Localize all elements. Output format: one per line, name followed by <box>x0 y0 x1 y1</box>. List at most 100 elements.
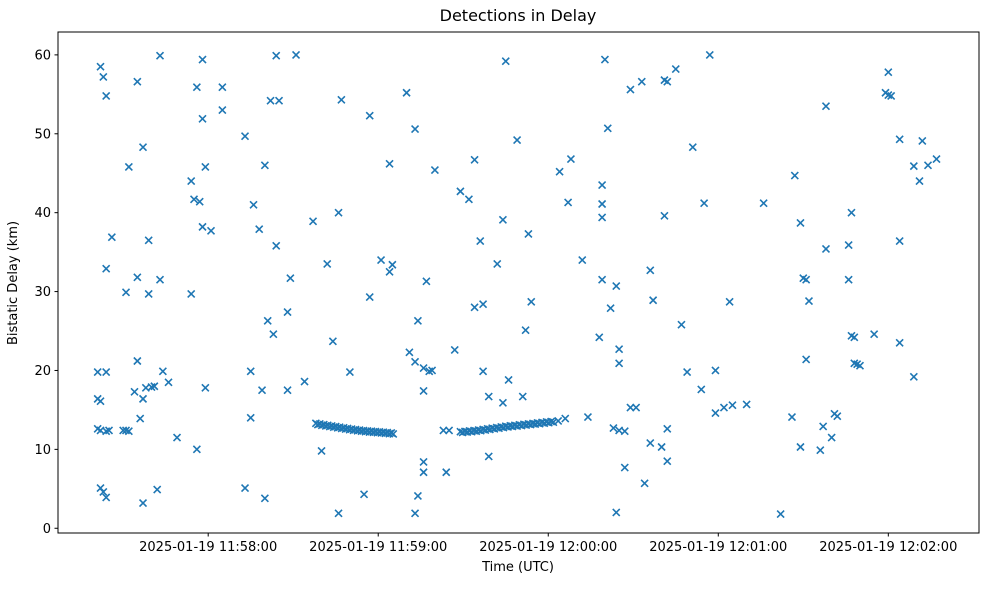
data-point-marker <box>365 293 374 302</box>
data-point-marker <box>620 463 629 472</box>
data-point-marker <box>456 187 465 196</box>
data-point-marker <box>923 161 933 170</box>
data-point-marker <box>153 485 162 494</box>
data-point-marker <box>918 136 927 145</box>
data-point-marker <box>99 72 108 82</box>
data-point-marker <box>595 333 604 342</box>
data-point-marker <box>555 167 564 176</box>
data-point-marker <box>198 114 207 123</box>
data-point-marker <box>612 508 621 517</box>
data-point-marker <box>96 397 105 406</box>
data-point-marker <box>198 222 207 231</box>
data-point-marker <box>283 308 292 317</box>
data-point-marker <box>711 366 720 375</box>
data-point-marker <box>646 266 655 275</box>
data-point-marker <box>578 255 587 265</box>
data-point-marker <box>345 367 354 377</box>
data-point-marker <box>195 197 204 206</box>
data-point-marker <box>598 275 607 284</box>
data-point-marker <box>932 154 941 164</box>
data-point-marker <box>121 288 131 297</box>
y-tick-label: 0 <box>43 522 51 537</box>
data-point-marker <box>609 424 618 433</box>
plot-border <box>57 31 980 534</box>
data-point-marker <box>615 359 624 368</box>
data-point-marker <box>155 51 165 60</box>
data-point-marker <box>405 348 414 357</box>
data-point-marker <box>484 452 493 461</box>
data-point-marker <box>410 357 420 366</box>
data-point-marker <box>833 412 842 421</box>
data-point-marker <box>895 135 904 144</box>
data-point-marker <box>283 386 292 395</box>
data-point-marker <box>442 468 451 477</box>
data-point-marker <box>334 208 343 217</box>
data-point-marker <box>144 236 153 245</box>
data-point-marker <box>895 237 904 246</box>
data-point-marker <box>524 229 533 239</box>
data-point-marker <box>796 218 805 227</box>
data-point-marker <box>855 361 865 370</box>
data-point-marker <box>600 55 609 64</box>
chart-title: Detections in Delay <box>440 6 597 25</box>
data-point-marker <box>521 326 530 335</box>
data-point-marker <box>776 509 785 519</box>
data-point-marker <box>705 50 714 59</box>
data-point-marker <box>677 320 686 329</box>
data-point-marker <box>827 433 836 442</box>
data-point-marker <box>269 330 278 339</box>
data-point-marker <box>419 364 428 373</box>
data-point-marker <box>493 259 502 269</box>
x-axis-label: Time (UTC) <box>481 560 554 575</box>
data-point-marker <box>850 333 859 342</box>
data-point-marker <box>620 427 629 436</box>
data-point-marker <box>598 213 607 222</box>
data-point-marker <box>428 366 437 375</box>
data-point-marker <box>218 106 227 115</box>
data-point-marker <box>240 132 250 141</box>
data-point-marker <box>192 83 201 92</box>
data-point-marker <box>266 96 275 105</box>
data-point-marker <box>430 166 439 175</box>
data-point-marker <box>198 55 207 64</box>
data-point-marker <box>518 392 527 401</box>
data-point-marker <box>844 240 853 250</box>
data-point-marker <box>719 403 729 412</box>
data-point-marker <box>136 414 145 423</box>
data-point-marker <box>130 387 139 396</box>
data-point-marker <box>172 433 182 442</box>
data-point-marker <box>419 386 428 396</box>
data-point-marker <box>246 413 255 422</box>
data-point-marker <box>388 260 397 269</box>
data-point-marker <box>99 487 108 497</box>
data-point-marker <box>870 330 879 339</box>
data-point-marker <box>385 159 394 168</box>
data-point-marker <box>102 91 111 100</box>
data-point-marker <box>133 77 142 86</box>
data-point-marker <box>683 367 692 377</box>
data-point-marker <box>255 225 264 234</box>
data-point-marker <box>260 494 269 503</box>
data-point-marker <box>547 417 556 426</box>
data-point-marker <box>445 426 454 435</box>
axes-layer: 2025-01-19 11:58:00 2025-01-19 11:59:00 20… <box>34 31 980 555</box>
data-point-marker <box>498 398 507 407</box>
data-point-marker <box>646 438 655 448</box>
y-axis-label: Bistatic Delay (km) <box>6 221 21 345</box>
data-point-marker <box>688 143 697 152</box>
y-tick-label: 20 <box>34 364 51 379</box>
data-point-marker <box>257 386 267 395</box>
data-point-marker <box>802 355 811 364</box>
x-tick-label: 2025-01-19 11:58:00 <box>139 540 277 555</box>
data-point-marker <box>847 208 856 217</box>
data-point-marker <box>300 377 309 386</box>
data-point-marker <box>513 136 522 145</box>
data-point-marker <box>884 68 893 77</box>
data-point-marker <box>909 372 918 381</box>
data-point-marker <box>700 199 709 208</box>
data-point-marker <box>104 426 114 435</box>
data-point-marker <box>249 200 258 209</box>
data-point-marker <box>291 50 301 59</box>
data-point-marker <box>663 457 672 466</box>
